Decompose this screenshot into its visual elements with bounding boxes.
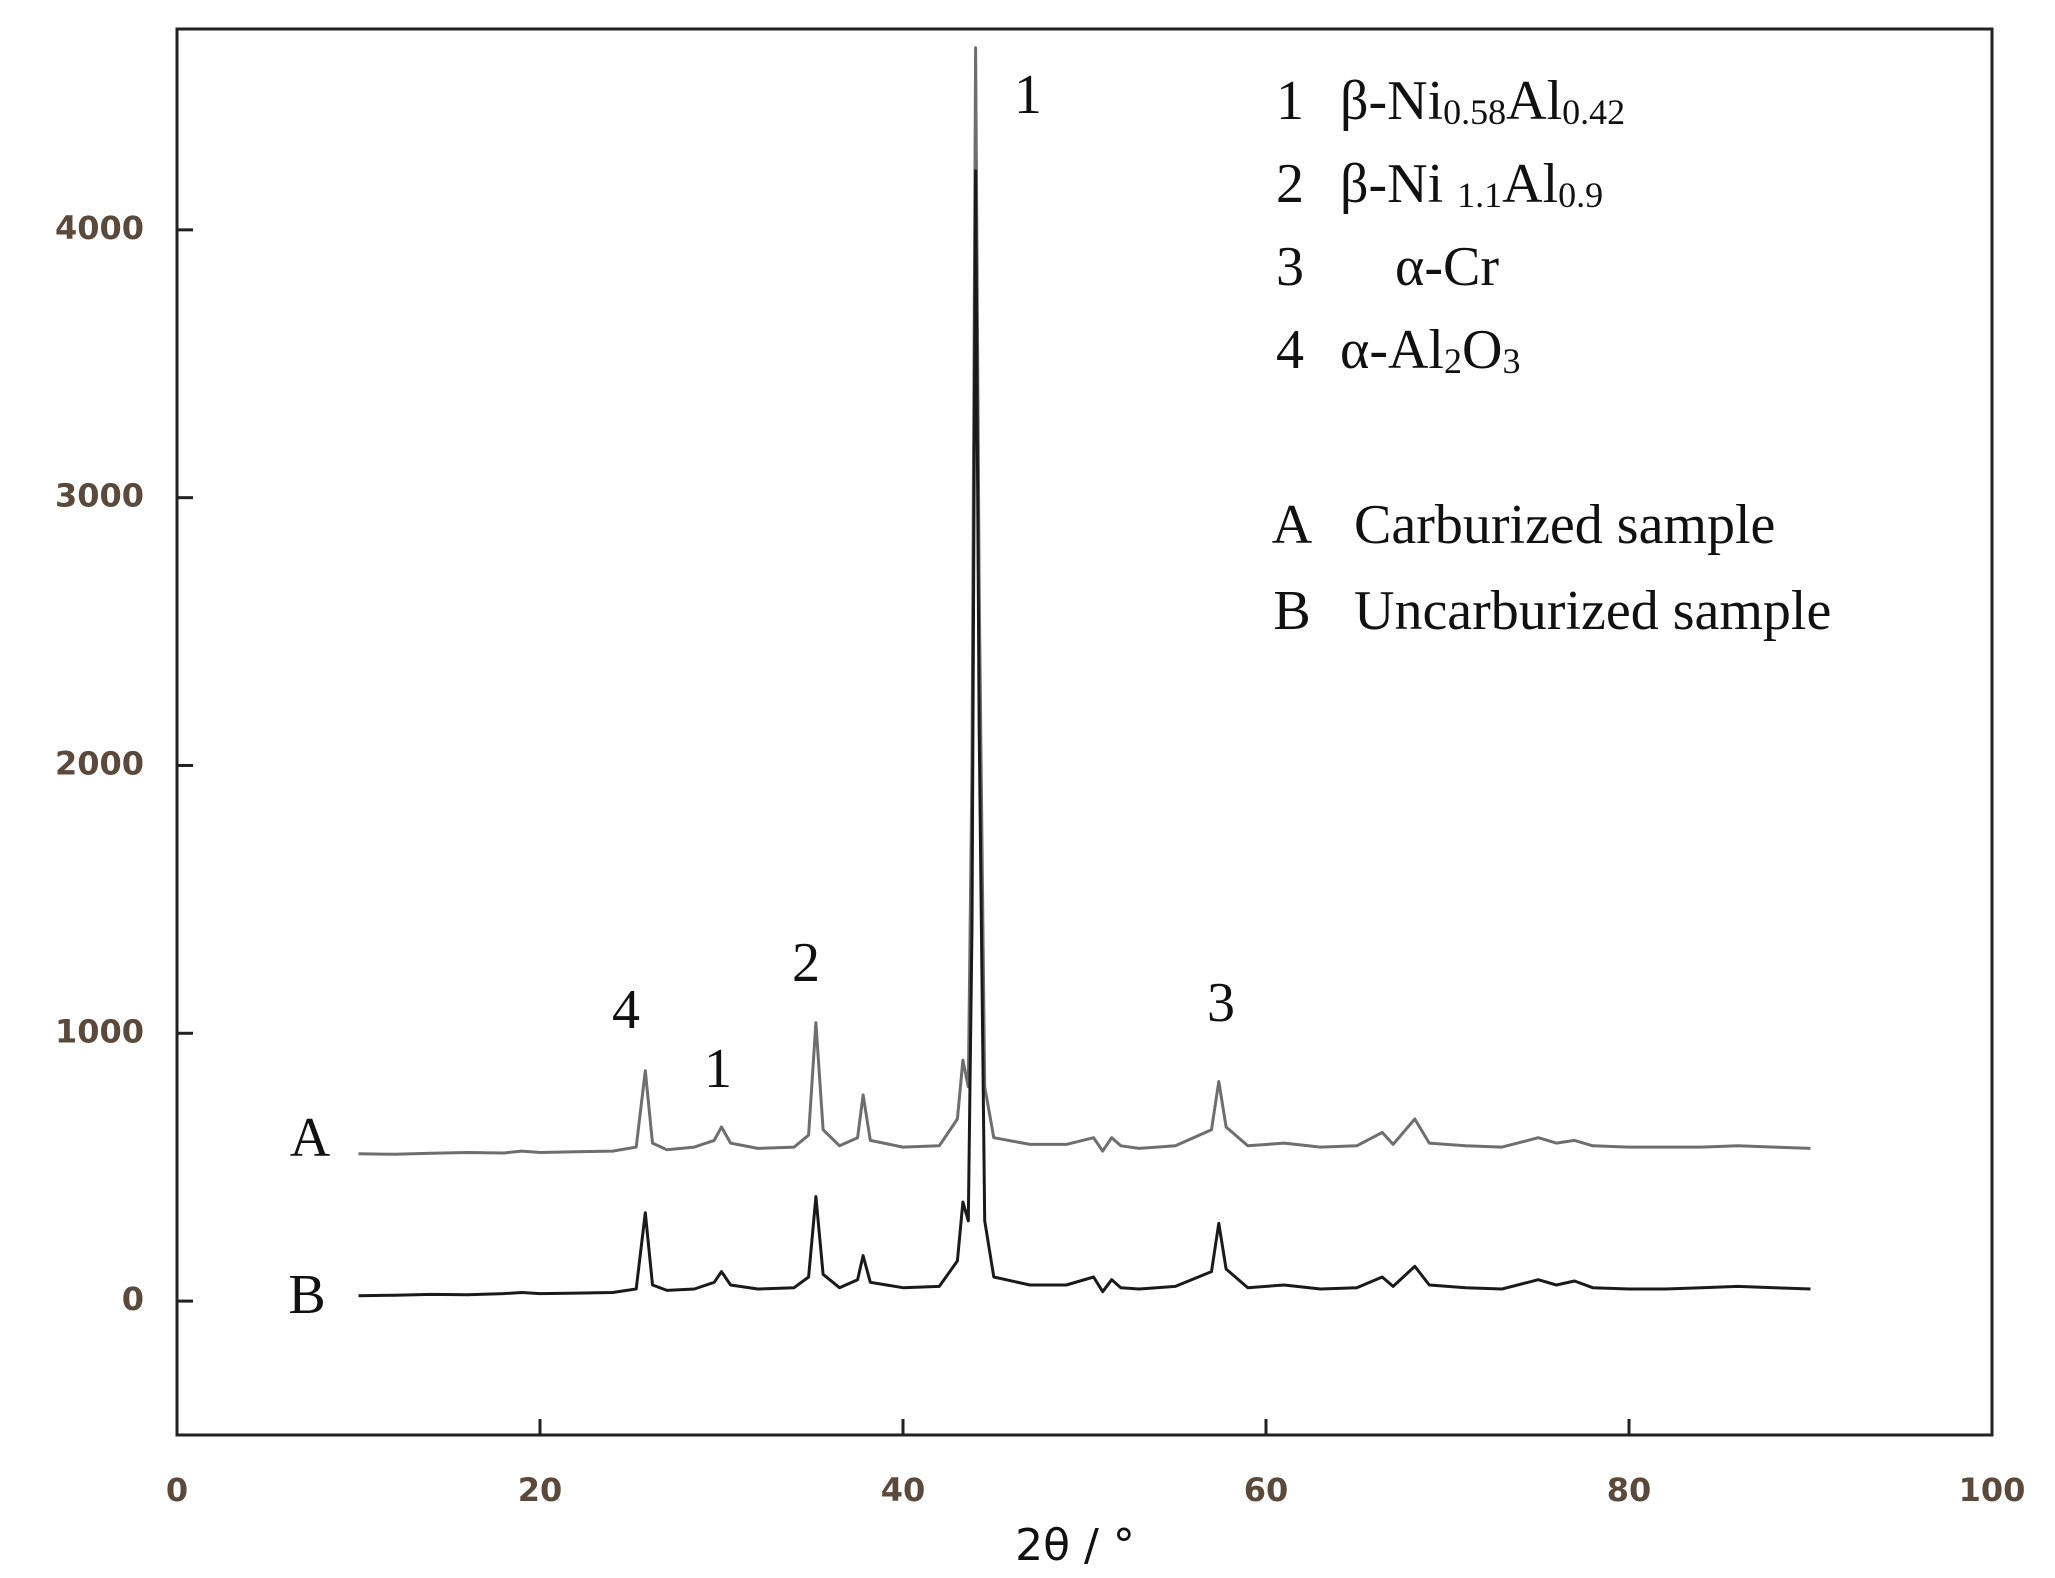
formula-text: O [1462,319,1502,381]
series-label: A [290,1107,331,1169]
formula-subscript: 3 [1502,341,1520,381]
formula-text: α-Cr [1395,236,1499,298]
phase-formula: α-Cr [1395,236,1499,298]
legend-name: B [1273,580,1310,642]
y-tick-label: 1000 [55,1012,144,1050]
formula-subscript: 0.58 [1443,92,1506,132]
peak-label: 4 [612,979,640,1041]
y-tick-label: 4000 [55,209,144,247]
series-line [358,169,1811,1298]
phase-id: 1 [1276,70,1304,132]
formula-subscript: 2 [1444,341,1462,381]
x-tick-label: 0 [166,1471,188,1509]
y-tick-label: 3000 [55,477,144,515]
formula-text: β-Ni [1340,153,1457,215]
formula-text: β-Ni [1340,70,1443,132]
phase-formula: α-Al2O3 [1340,319,1520,381]
x-tick-label: 20 [518,1471,563,1509]
peak-label: 1 [1014,64,1042,126]
y-tick-label: 0 [122,1280,144,1318]
formula-subscript: 0.9 [1558,175,1603,215]
peak-label: 1 [704,1038,732,1100]
formula-text: Al [1506,70,1562,132]
formula-text: Al [1502,153,1558,215]
peak-label: 3 [1207,972,1235,1034]
x-tick-label: 80 [1607,1471,1652,1509]
formula-subscript: 1.1 [1457,175,1502,215]
x-tick-label: 60 [1244,1471,1289,1509]
x-tick-label: 100 [1959,1471,2026,1509]
x-tick-label: 40 [881,1471,926,1509]
y-tick-label: 2000 [55,744,144,782]
phase-formula: β-Ni 1.1Al0.9 [1340,153,1603,215]
x-axis-label: 2θ / ° [1015,1520,1135,1571]
legend-name: A [1272,494,1313,556]
peak-label: 2 [792,932,820,994]
series-label: B [288,1264,325,1326]
formula-text: α-Al [1340,319,1444,381]
legend-description: Carburized sample [1354,494,1775,556]
phase-id: 4 [1276,319,1304,381]
formula-subscript: 0.42 [1562,92,1625,132]
legend-description: Uncarburized sample [1354,580,1831,642]
plot-frame [175,27,1994,1437]
phase-id: 2 [1276,153,1304,215]
phase-id: 3 [1276,236,1304,298]
phase-formula: β-Ni0.58Al0.42 [1340,70,1625,132]
